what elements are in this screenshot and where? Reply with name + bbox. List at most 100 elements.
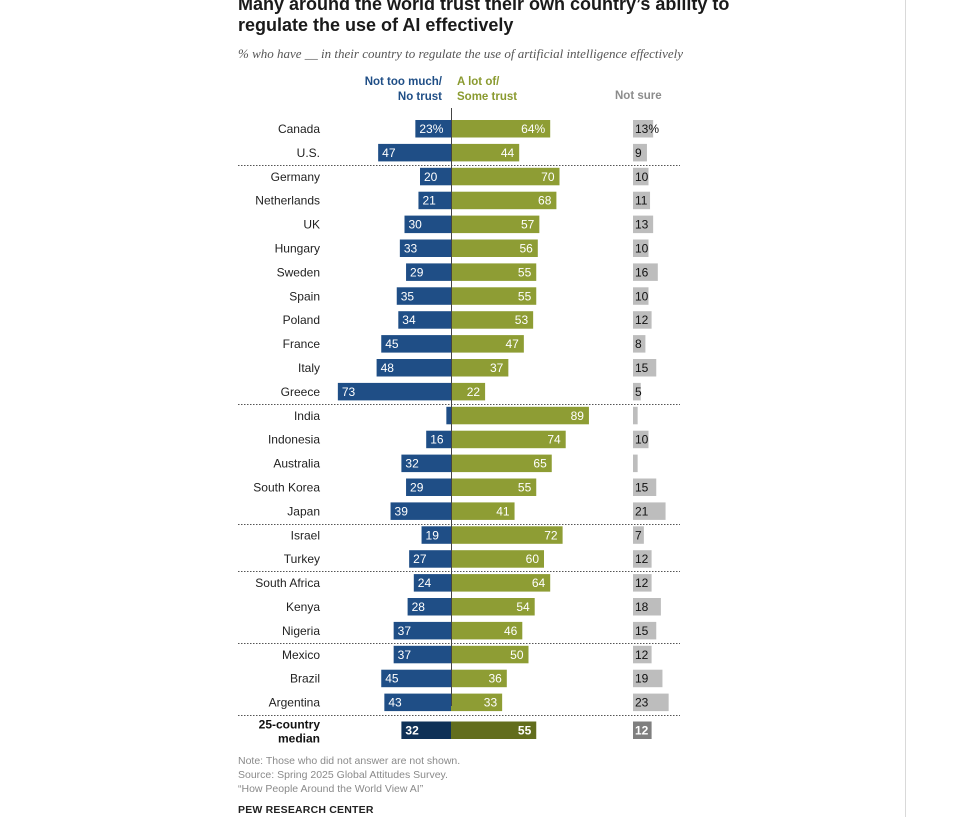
country-label: Hungary <box>275 241 320 255</box>
bar-not-sure <box>633 120 654 138</box>
value-label-not-sure: 23 <box>635 696 649 710</box>
value-label-not-too-much: 20 <box>424 170 438 184</box>
bar-not-sure <box>633 621 657 640</box>
value-label-not-sure: 8 <box>635 337 642 351</box>
value-label-a-lot: 37 <box>490 361 504 375</box>
bar-not-sure <box>633 430 649 449</box>
country-label: UK <box>303 218 320 232</box>
value-label-not-sure: 18 <box>635 600 649 614</box>
bar-a-lot <box>451 191 557 210</box>
bar-not-sure <box>633 721 652 739</box>
bar-a-lot <box>451 143 520 162</box>
legend-not-sure: Not sure <box>615 90 662 102</box>
bar-not-sure <box>633 263 658 281</box>
value-label-a-lot: 55 <box>518 265 532 279</box>
bar-not-too-much <box>401 454 451 473</box>
country-label: South Africa <box>255 576 320 590</box>
country-label: Poland <box>283 313 320 327</box>
value-label-not-too-much: 16 <box>430 433 444 447</box>
value-label-not-too-much: 45 <box>385 672 399 686</box>
value-label-a-lot: 55 <box>518 723 532 737</box>
value-label-a-lot: 41 <box>496 504 510 518</box>
bar-a-lot <box>451 526 563 544</box>
value-label-a-lot: 46 <box>504 624 518 638</box>
value-label-a-lot: 57 <box>521 218 535 232</box>
value-label-a-lot: 89 <box>571 409 585 423</box>
bar-not-sure <box>633 574 652 592</box>
bar-a-lot <box>451 598 535 616</box>
value-label-not-sure: 9 <box>635 146 642 160</box>
page-right-border <box>905 0 906 817</box>
country-label: Italy <box>298 361 320 375</box>
bar-a-lot <box>451 502 515 520</box>
legend-a-lot: A lot of/Some trust <box>457 76 518 103</box>
value-label-a-lot: 65 <box>533 457 547 471</box>
value-label-a-lot: 47 <box>505 337 519 351</box>
bar-a-lot <box>451 167 560 186</box>
value-label-a-lot: 56 <box>519 241 533 255</box>
value-label-not-too-much: 30 <box>409 218 423 232</box>
bar-a-lot <box>451 120 551 138</box>
bar-not-too-much <box>337 382 451 401</box>
value-label-not-sure: 21 <box>635 504 649 518</box>
bar-not-sure <box>633 239 649 257</box>
value-label-a-lot: 55 <box>518 289 532 303</box>
bar-not-too-much <box>426 430 451 449</box>
value-label-not-too-much: 24 <box>418 576 432 590</box>
bar-not-sure <box>633 550 652 568</box>
bar-a-lot <box>451 574 551 592</box>
value-label-a-lot: 64 <box>532 576 546 590</box>
value-label-a-lot: 53 <box>515 313 529 327</box>
bar-not-too-much <box>406 478 451 496</box>
bar-not-too-much <box>393 621 451 640</box>
value-label-a-lot: 55 <box>518 480 532 494</box>
value-label-a-lot: 54 <box>516 600 530 614</box>
value-label-not-sure: 12 <box>635 648 649 662</box>
bar-not-sure <box>633 454 638 473</box>
bar-not-too-much <box>421 526 451 544</box>
country-label: Mexico <box>282 648 320 662</box>
country-label: Greece <box>281 385 321 399</box>
value-label-not-sure: 19 <box>635 672 649 686</box>
bar-not-too-much <box>401 721 451 739</box>
bar-not-too-much <box>406 263 451 281</box>
bar-not-sure <box>633 478 657 496</box>
bar-a-lot <box>451 669 507 688</box>
country-label: Canada <box>278 122 320 136</box>
country-label: South Korea <box>253 480 320 494</box>
country-label: Turkey <box>284 552 320 566</box>
bar-a-lot <box>451 311 534 329</box>
pew-research-logo-text: PEW RESEARCH CENTER <box>238 804 374 816</box>
value-label-not-sure: 12 <box>635 313 649 327</box>
chart-title: Many around the world trust their own co… <box>238 0 730 35</box>
bar-a-lot <box>451 239 538 257</box>
bar-not-too-much <box>381 335 451 353</box>
value-label-not-sure: 11 <box>635 194 648 208</box>
value-label-a-lot: 60 <box>526 552 540 566</box>
chart-notes: Note: Those who did not answer are not s… <box>238 754 460 796</box>
value-label-not-sure: 12 <box>635 552 649 566</box>
bar-not-sure <box>633 311 652 329</box>
value-label-not-too-much: 32 <box>405 457 419 471</box>
value-label-not-too-much: 34 <box>402 313 416 327</box>
country-label: Netherlands <box>255 194 320 208</box>
value-label-not-sure: 7 <box>635 528 642 542</box>
value-label-not-sure: 13% <box>635 122 659 136</box>
value-label-not-too-much: 23% <box>419 122 443 136</box>
value-label-a-lot: 44 <box>501 146 515 160</box>
bar-not-too-much <box>404 215 451 234</box>
bar-a-lot <box>451 645 529 664</box>
country-label: Germany <box>271 170 320 184</box>
legend-not-too-much: Not too much/No trust <box>364 76 442 103</box>
value-label-not-too-much: 43 <box>388 696 402 710</box>
bar-not-sure <box>633 335 646 353</box>
bar-not-too-much <box>399 239 451 257</box>
bar-not-sure <box>633 598 661 616</box>
country-label: U.S. <box>297 146 320 160</box>
value-label-not-too-much: 32 <box>405 723 419 737</box>
report-text: “How People Around the World View AI” <box>238 783 424 795</box>
country-label: Spain <box>289 289 320 303</box>
bar-a-lot <box>451 263 537 281</box>
bar-a-lot <box>451 359 509 377</box>
value-label-not-too-much: 29 <box>410 480 424 494</box>
